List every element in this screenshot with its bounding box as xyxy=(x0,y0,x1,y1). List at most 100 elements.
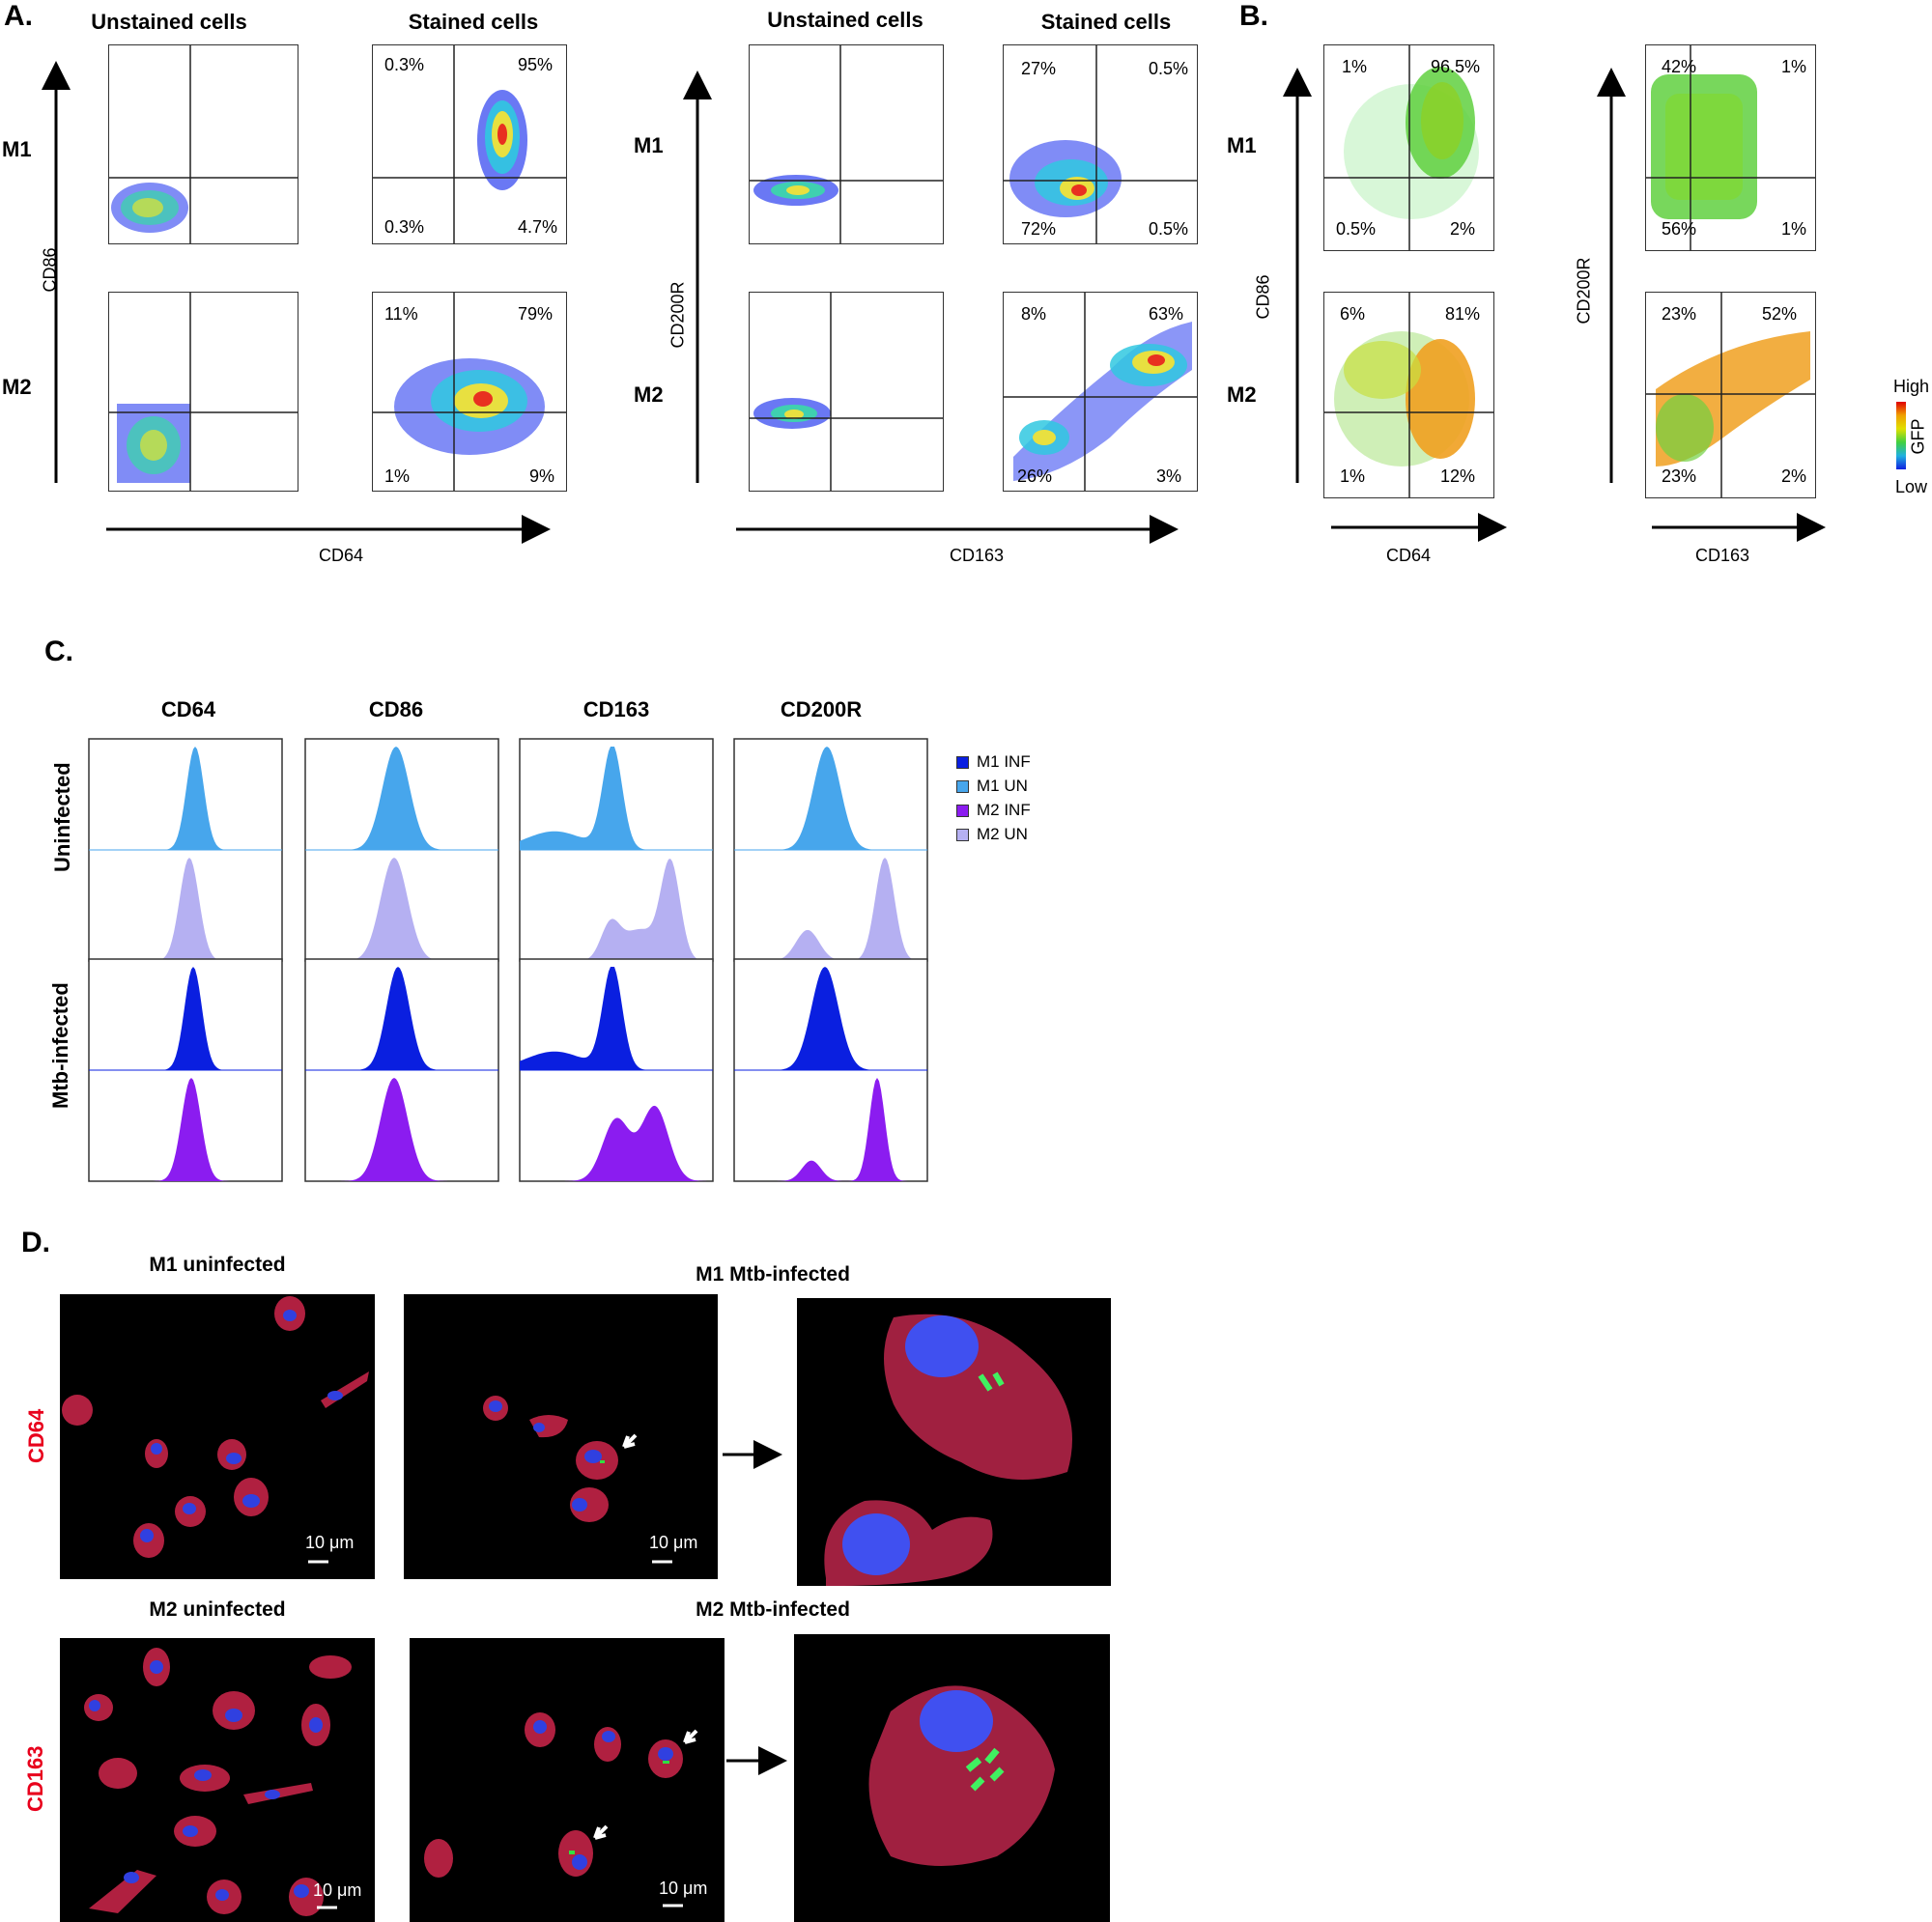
flow-plot-a-cd163-m2-stained-svg xyxy=(1004,293,1197,491)
colorbar-high-label: High xyxy=(1893,377,1930,396)
micrograph-m1-infected-zoom xyxy=(797,1298,1111,1586)
flow-plot-b-cd163-m1-svg xyxy=(1646,45,1815,250)
xlabel-cd163-a: CD163 xyxy=(950,546,1005,565)
micrograph-m1-uninfected: 10 μm xyxy=(60,1294,375,1579)
micro-title-m1-infected: M1 Mtb-infected xyxy=(696,1263,850,1286)
row-label-m1-a: M1 xyxy=(2,137,32,161)
pct-a-cd64-m1-ll: 0.3% xyxy=(384,217,425,237)
pct-b-cd64-m1-ul: 1% xyxy=(1342,57,1368,76)
pct-b-cd163-m2-ur: 52% xyxy=(1762,304,1798,324)
axis-arrows-a xyxy=(42,61,1826,544)
legend-swatch-m1-un xyxy=(956,780,969,794)
histogram-curve xyxy=(305,1078,498,1181)
pct-a-cd163-m1-ll: 72% xyxy=(1021,219,1057,239)
flow-plot-b-cd64-m1: 1% 96.5% 0.5% 2% xyxy=(1323,44,1494,251)
legend-swatch-m1-inf xyxy=(956,756,969,770)
pct-a-cd64-m2-ul: 11% xyxy=(384,304,418,324)
pct-b-cd64-m2-ur: 81% xyxy=(1445,304,1481,324)
legend-swatch-m2-un xyxy=(956,829,969,842)
legend-item-m2-un: M2 UN xyxy=(956,825,1028,844)
histogram-curve xyxy=(520,747,713,850)
pct-b-cd163-m1-ul: 42% xyxy=(1662,57,1697,76)
row-label-m2-a: M2 xyxy=(2,375,32,399)
pct-a-cd163-m1-ur: 0.5% xyxy=(1149,59,1189,78)
header-unstained-cd163: Unstained cells xyxy=(767,8,923,32)
flow-plot-a-cd163-m1-unstained xyxy=(749,44,944,244)
flow-plot-b-cd64-m1-svg xyxy=(1324,45,1493,250)
flow-plot-a-cd64-m2-stained-svg xyxy=(373,293,566,491)
histogram-curve xyxy=(734,1078,927,1181)
histogram-curve xyxy=(520,859,713,961)
pct-a-cd64-m2-ll: 1% xyxy=(384,466,411,486)
flow-plot-a-cd64-m1-stained: 0.3% 95% 0.3% 4.7% xyxy=(372,44,567,244)
flow-plot-a-cd163-m1-unstained-svg xyxy=(750,45,943,243)
histogram-curve xyxy=(305,858,498,961)
micrograph-m1-infected-svg xyxy=(483,1396,672,1564)
row-label-m2-a2: M2 xyxy=(634,382,664,407)
colorbar-low-label: Low xyxy=(1895,477,1928,496)
histogram-col-cd86: CD86 xyxy=(368,697,424,721)
flow-plot-a-cd64-m2-unstained-svg xyxy=(109,293,298,491)
flow-plot-a-cd163-m2-unstained-svg xyxy=(750,293,943,491)
legend-item-m1-un: M1 UN xyxy=(956,777,1028,796)
pct-a-cd163-m2-ur: 63% xyxy=(1149,304,1184,324)
flow-plot-a-cd64-m1-unstained xyxy=(108,44,298,244)
histogram-curve xyxy=(89,967,282,1070)
pct-b-cd64-m1-lr: 2% xyxy=(1450,219,1476,239)
pct-b-cd163-m1-ur: 1% xyxy=(1781,57,1807,76)
pct-a-cd64-m1-ul: 0.3% xyxy=(384,55,425,74)
flow-plot-a-cd64-m2-stained: 11% 79% 1% 9% xyxy=(372,292,567,492)
row-label-m1-b: M1 xyxy=(1227,133,1257,157)
histogram-curve xyxy=(89,747,282,850)
xlabel-cd64-a: CD64 xyxy=(319,546,364,565)
histogram-curve xyxy=(734,858,927,961)
histogram-curve xyxy=(520,967,713,1070)
row-label-m2-b: M2 xyxy=(1227,382,1257,407)
micrograph-m2-infected: 10 μm xyxy=(410,1638,724,1922)
pct-b-cd163-m2-ul: 23% xyxy=(1662,304,1697,324)
micrograph-m2-infected-zoom xyxy=(794,1634,1110,1922)
flow-plot-b-cd64-m2: 6% 81% 1% 12% xyxy=(1323,292,1494,498)
micrograph-m2-infected-svg xyxy=(424,1712,698,1908)
micrograph-m2-uninfected-svg xyxy=(84,1648,352,1916)
flow-plot-a-cd163-m2-stained: 8% 63% 26% 3% xyxy=(1003,292,1198,492)
flow-plot-b-cd163-m2-svg xyxy=(1646,293,1815,497)
histogram-curve xyxy=(305,967,498,1070)
flow-plot-a-cd163-m1-stained: 27% 0.5% 72% 0.5% xyxy=(1003,44,1198,244)
pct-b-cd64-m2-ll: 1% xyxy=(1340,466,1366,486)
histogram-curve xyxy=(89,1078,282,1181)
pct-a-cd64-m1-ur: 95% xyxy=(518,55,554,74)
histogram-col-cd200r: CD200R xyxy=(780,697,863,721)
micro-title-m1-uninfected: M1 uninfected xyxy=(149,1254,286,1276)
pct-a-cd163-m2-ul: 8% xyxy=(1021,304,1047,324)
header-stained-cd64: Stained cells xyxy=(408,10,539,34)
pct-a-cd163-m2-ll: 26% xyxy=(1017,466,1053,486)
micrograph-m1-infected: 10 μm xyxy=(404,1294,718,1579)
histogram-curve xyxy=(89,858,282,961)
pct-b-cd64-m2-ul: 6% xyxy=(1340,304,1366,324)
micrograph-m1-infected-zoom-svg xyxy=(824,1314,1072,1586)
pct-b-cd64-m1-ur: 96.5% xyxy=(1431,57,1481,76)
legend-swatch-m2-inf xyxy=(956,805,969,818)
pct-a-cd64-m2-ur: 79% xyxy=(518,304,554,324)
pct-b-cd64-m1-ll: 0.5% xyxy=(1336,219,1377,239)
panel-c-letter: C. xyxy=(44,636,73,667)
flow-plot-b-cd163-m2: 23% 52% 23% 2% xyxy=(1645,292,1816,498)
header-unstained-cd64: Unstained cells xyxy=(91,10,247,34)
histogram-curve xyxy=(305,747,498,850)
flow-plot-a-cd64-m2-unstained xyxy=(108,292,298,492)
flow-plot-a-cd163-m2-unstained xyxy=(749,292,944,492)
xlabel-cd163-b: CD163 xyxy=(1695,546,1750,565)
xlabel-cd64-b: CD64 xyxy=(1386,546,1432,565)
pct-b-cd163-m1-ll: 56% xyxy=(1662,219,1697,239)
pct-a-cd163-m1-lr: 0.5% xyxy=(1149,219,1189,239)
flow-plot-a-cd163-m1-stained-svg xyxy=(1004,45,1197,243)
scale-bar-label-3: 10 μm xyxy=(313,1880,362,1900)
legend-item-m1-inf: M1 INF xyxy=(956,752,1031,772)
pct-b-cd163-m2-ll: 23% xyxy=(1662,466,1697,486)
histogram-curve xyxy=(734,747,927,850)
panel-b-letter: B. xyxy=(1239,0,1268,32)
micrograph-m2-infected-zoom-svg xyxy=(868,1685,1055,1866)
pct-b-cd163-m1-lr: 1% xyxy=(1781,219,1807,239)
